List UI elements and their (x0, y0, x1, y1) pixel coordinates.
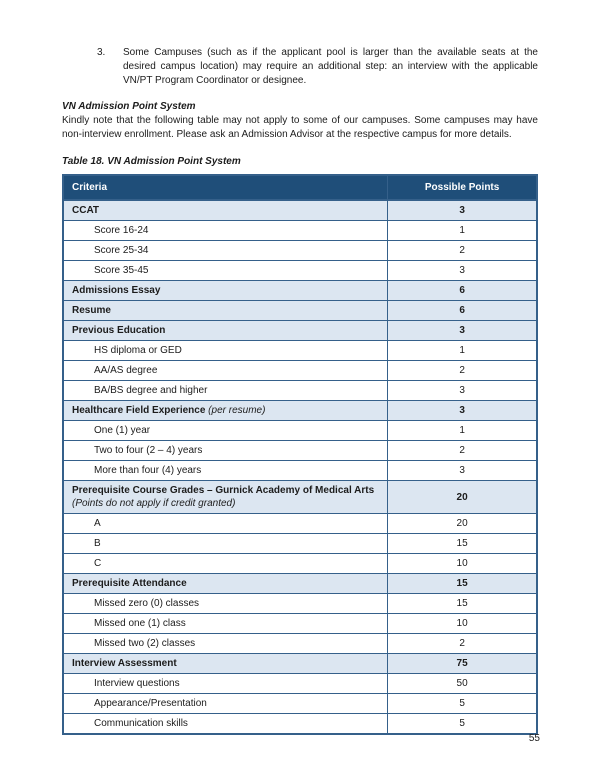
table-row: Communication skills 5 (62, 713, 538, 735)
table-row: Missed one (1) class 10 (62, 613, 538, 634)
table-row: Resume 6 (62, 300, 538, 321)
section-heading: VN Admission Point System (62, 101, 196, 112)
page-number: 55 (528, 733, 540, 744)
table-row: Prerequisite Course Grades – Gurnick Aca… (62, 480, 538, 514)
points-cell: 2 (387, 240, 538, 261)
numbered-list-item: 3. Some Campuses (such as if the applica… (97, 46, 538, 88)
criteria-cell: Interview questions (62, 673, 389, 694)
criteria-cell: Interview Assessment (62, 653, 389, 674)
table-row: More than four (4) years 3 (62, 460, 538, 481)
table-row: Admissions Essay 6 (62, 280, 538, 301)
page-content: 3. Some Campuses (such as if the applica… (62, 46, 538, 735)
table-row: Prerequisite Attendance 15 (62, 573, 538, 594)
table-row: Interview Assessment 75 (62, 653, 538, 674)
criteria-cell: CCAT (62, 199, 389, 221)
points-cell: 2 (387, 440, 538, 461)
criteria-cell: One (1) year (62, 420, 389, 441)
points-cell: 3 (387, 199, 538, 221)
table-row: Missed zero (0) classes 15 (62, 593, 538, 614)
criteria-cell: BA/BS degree and higher (62, 380, 389, 401)
list-item-number: 3. (97, 47, 106, 58)
table-row: AA/AS degree 2 (62, 360, 538, 381)
table-row: BA/BS degree and higher 3 (62, 380, 538, 401)
table-row: Interview questions 50 (62, 673, 538, 694)
points-cell: 20 (387, 513, 538, 534)
criteria-cell: Missed two (2) classes (62, 633, 389, 654)
criteria-cell: AA/AS degree (62, 360, 389, 381)
points-cell: 5 (387, 693, 538, 714)
points-cell: 50 (387, 673, 538, 694)
criteria-cell: Previous Education (62, 320, 389, 341)
points-cell: 15 (387, 533, 538, 554)
table-row: One (1) year 1 (62, 420, 538, 441)
points-cell: 3 (387, 260, 538, 281)
points-table-body: CCAT 3 Score 16-24 1 Score 25-34 2 Score 35-45… (62, 199, 538, 735)
points-cell: 10 (387, 613, 538, 634)
criteria-cell: Missed one (1) class (62, 613, 389, 634)
criteria-cell: B (62, 533, 389, 554)
criteria-cell: Score 16-24 (62, 220, 389, 241)
criteria-italic-note: (per resume) (205, 405, 266, 416)
table-header-row: Criteria Possible Points (62, 174, 538, 201)
section-paragraph: Kindly note that the following table may… (62, 115, 538, 140)
criteria-cell: More than four (4) years (62, 460, 389, 481)
criteria-cell: A (62, 513, 389, 534)
criteria-cell: Missed zero (0) classes (62, 593, 389, 614)
criteria-cell: Prerequisite Attendance (62, 573, 389, 594)
criteria-cell: Resume (62, 300, 389, 321)
points-cell: 3 (387, 380, 538, 401)
table-header: Criteria Possible Points (62, 174, 538, 201)
table-row: C 10 (62, 553, 538, 574)
table-row: CCAT 3 (62, 199, 538, 221)
column-header-criteria: Criteria (62, 174, 389, 201)
points-cell: 6 (387, 280, 538, 301)
criteria-cell: Two to four (2 – 4) years (62, 440, 389, 461)
points-cell: 6 (387, 300, 538, 321)
criteria-cell: HS diploma or GED (62, 340, 389, 361)
points-cell: 1 (387, 220, 538, 241)
criteria-cell: Score 25-34 (62, 240, 389, 261)
points-cell: 5 (387, 713, 538, 735)
criteria-cell: Appearance/Presentation (62, 693, 389, 714)
points-cell: 1 (387, 340, 538, 361)
table-row: Missed two (2) classes 2 (62, 633, 538, 654)
points-cell: 3 (387, 320, 538, 341)
admission-points-table: Criteria Possible Points CCAT 3 Score 16-2… (62, 174, 538, 735)
table-row: Appearance/Presentation 5 (62, 693, 538, 714)
table-caption: Table 18. VN Admission Point System (62, 156, 241, 167)
criteria-cell: Healthcare Field Experience (per resume) (62, 400, 389, 421)
criteria-cell: Communication skills (62, 713, 389, 735)
table-row: Score 35-45 3 (62, 260, 538, 281)
points-cell: 2 (387, 633, 538, 654)
points-cell: 10 (387, 553, 538, 574)
column-header-possible-points: Possible Points (387, 174, 538, 201)
table-row: Healthcare Field Experience (per resume)… (62, 400, 538, 421)
table-row: Two to four (2 – 4) years 2 (62, 440, 538, 461)
points-cell: 2 (387, 360, 538, 381)
criteria-cell: Admissions Essay (62, 280, 389, 301)
criteria-cell: Prerequisite Course Grades – Gurnick Aca… (62, 480, 389, 514)
table-row: Score 25-34 2 (62, 240, 538, 261)
criteria-italic-note: (Points do not apply if credit granted) (72, 498, 236, 509)
points-cell: 3 (387, 400, 538, 421)
table-row: B 15 (62, 533, 538, 554)
points-cell: 15 (387, 593, 538, 614)
table-row: A 20 (62, 513, 538, 534)
points-cell: 75 (387, 653, 538, 674)
points-cell: 3 (387, 460, 538, 481)
table-row: HS diploma or GED 1 (62, 340, 538, 361)
criteria-cell: C (62, 553, 389, 574)
points-cell: 1 (387, 420, 538, 441)
table-row: Score 16-24 1 (62, 220, 538, 241)
criteria-cell: Score 35-45 (62, 260, 389, 281)
table-row: Previous Education 3 (62, 320, 538, 341)
points-cell: 15 (387, 573, 538, 594)
points-cell: 20 (387, 480, 538, 514)
list-item-text: Some Campuses (such as if the applicant … (123, 47, 538, 86)
